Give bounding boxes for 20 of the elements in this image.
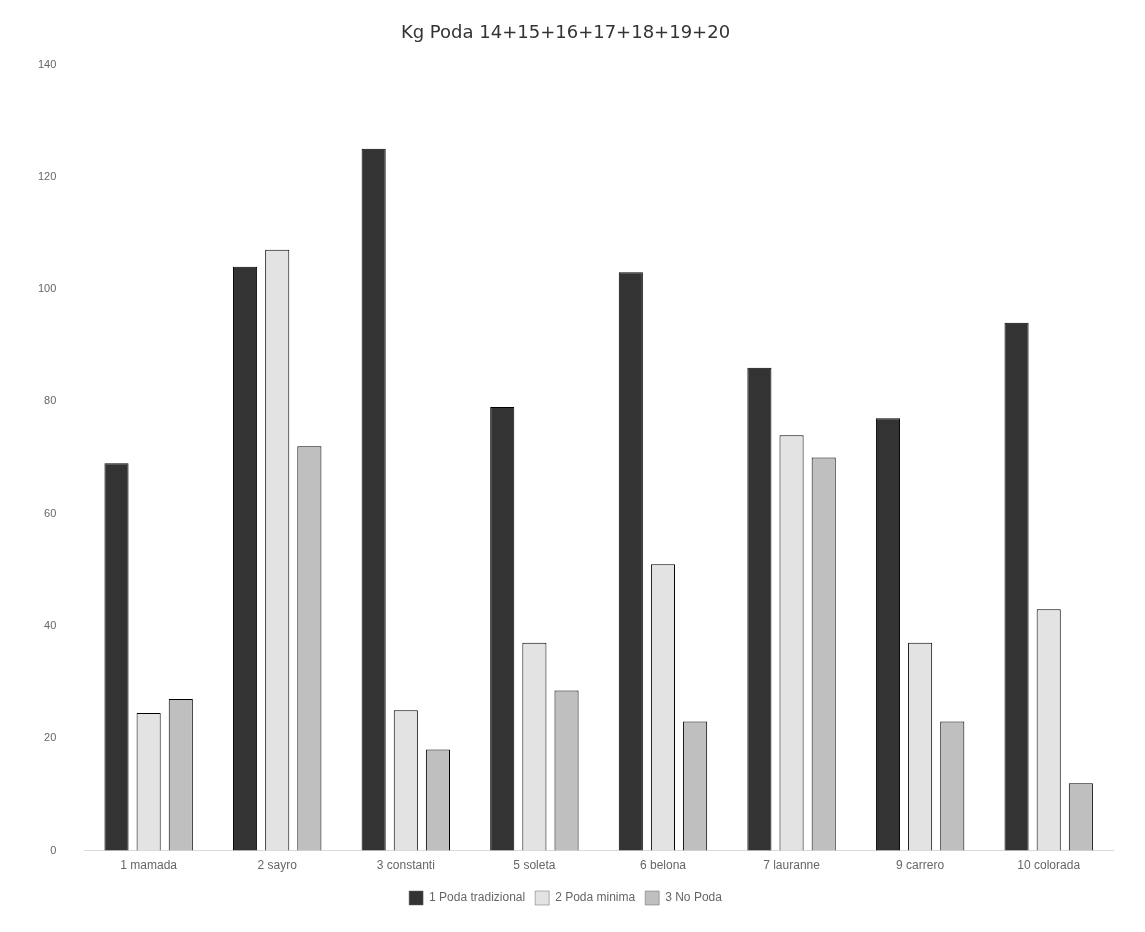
y-tick-label: 100	[37, 282, 57, 295]
x-tick-label: 10 colorada	[1017, 858, 1081, 873]
x-tick-label: 1 mamada	[120, 858, 178, 873]
legend-label: 1 Poda tradizional	[429, 890, 526, 905]
chart-title: Kg Poda 14+15+16+17+18+19+20	[400, 21, 731, 43]
x-tick-label: 6 belona	[639, 858, 687, 873]
y-tick-label: 0	[50, 843, 57, 856]
y-tick-label: 40	[44, 619, 57, 632]
x-tick-label: 7 lauranne	[763, 858, 821, 873]
y-tick-label: 120	[37, 169, 57, 182]
y-tick-label: 140	[37, 57, 57, 70]
x-tick-label: 2 sayro	[257, 858, 298, 873]
y-tick-label: 60	[44, 506, 57, 519]
y-tick-label: 80	[44, 394, 57, 407]
y-tick-label: 20	[44, 731, 57, 744]
x-tick-label: 3 constanti	[376, 858, 435, 873]
legend-label: 2 Poda minima	[555, 890, 636, 905]
legend-label: 3 No Poda	[665, 890, 723, 905]
x-tick-label: 9 carrero	[896, 858, 945, 873]
x-tick-label: 5 soleta	[513, 858, 556, 873]
